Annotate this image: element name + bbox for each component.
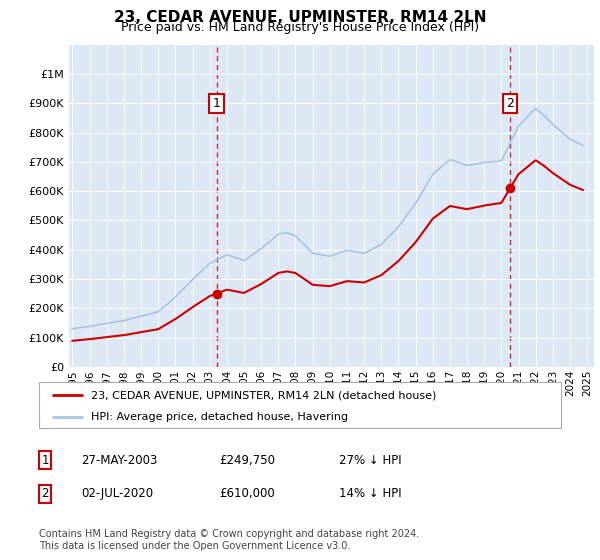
Text: 1: 1 [41, 454, 49, 467]
Text: £610,000: £610,000 [219, 487, 275, 501]
Text: Price paid vs. HM Land Registry's House Price Index (HPI): Price paid vs. HM Land Registry's House … [121, 21, 479, 34]
Text: Contains HM Land Registry data © Crown copyright and database right 2024.
This d: Contains HM Land Registry data © Crown c… [39, 529, 419, 551]
Text: 1: 1 [212, 97, 220, 110]
Text: 27% ↓ HPI: 27% ↓ HPI [339, 454, 401, 467]
Text: HPI: Average price, detached house, Havering: HPI: Average price, detached house, Have… [91, 412, 349, 422]
Text: £249,750: £249,750 [219, 454, 275, 467]
Text: 23, CEDAR AVENUE, UPMINSTER, RM14 2LN (detached house): 23, CEDAR AVENUE, UPMINSTER, RM14 2LN (d… [91, 390, 437, 400]
Text: 27-MAY-2003: 27-MAY-2003 [81, 454, 157, 467]
Text: 14% ↓ HPI: 14% ↓ HPI [339, 487, 401, 501]
Text: 2: 2 [506, 97, 514, 110]
Text: 23, CEDAR AVENUE, UPMINSTER, RM14 2LN: 23, CEDAR AVENUE, UPMINSTER, RM14 2LN [114, 10, 486, 25]
Text: 2: 2 [41, 487, 49, 501]
Text: 02-JUL-2020: 02-JUL-2020 [81, 487, 153, 501]
